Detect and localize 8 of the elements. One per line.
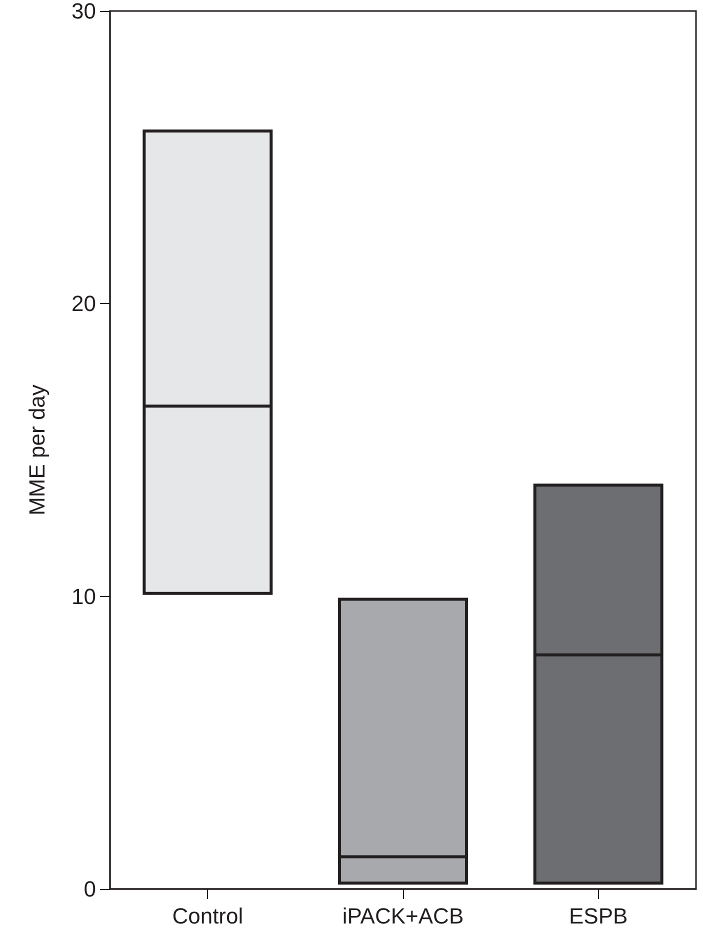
y-tick-label: 10 <box>72 584 96 609</box>
y-tick-label: 20 <box>72 291 96 316</box>
x-tick-label: Control <box>172 904 244 928</box>
x-tick-label: iPACK+ACB <box>342 904 464 928</box>
y-tick-label: 0 <box>84 876 96 902</box>
y-axis-title: MME per day <box>24 384 50 516</box>
x-tick-label: ESPB <box>568 904 628 928</box>
y-tick-label: 30 <box>72 0 96 24</box>
